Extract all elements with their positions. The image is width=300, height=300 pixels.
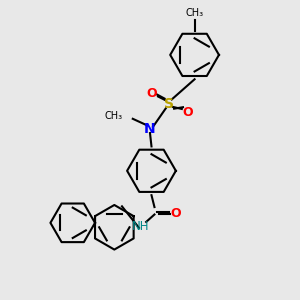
- Text: S: S: [164, 97, 174, 111]
- Text: N: N: [144, 122, 156, 136]
- Text: CH₃: CH₃: [104, 111, 123, 121]
- Text: NH: NH: [132, 220, 150, 233]
- Text: O: O: [170, 207, 181, 220]
- Text: O: O: [147, 87, 158, 100]
- Text: O: O: [182, 106, 193, 119]
- Text: CH₃: CH₃: [185, 8, 204, 18]
